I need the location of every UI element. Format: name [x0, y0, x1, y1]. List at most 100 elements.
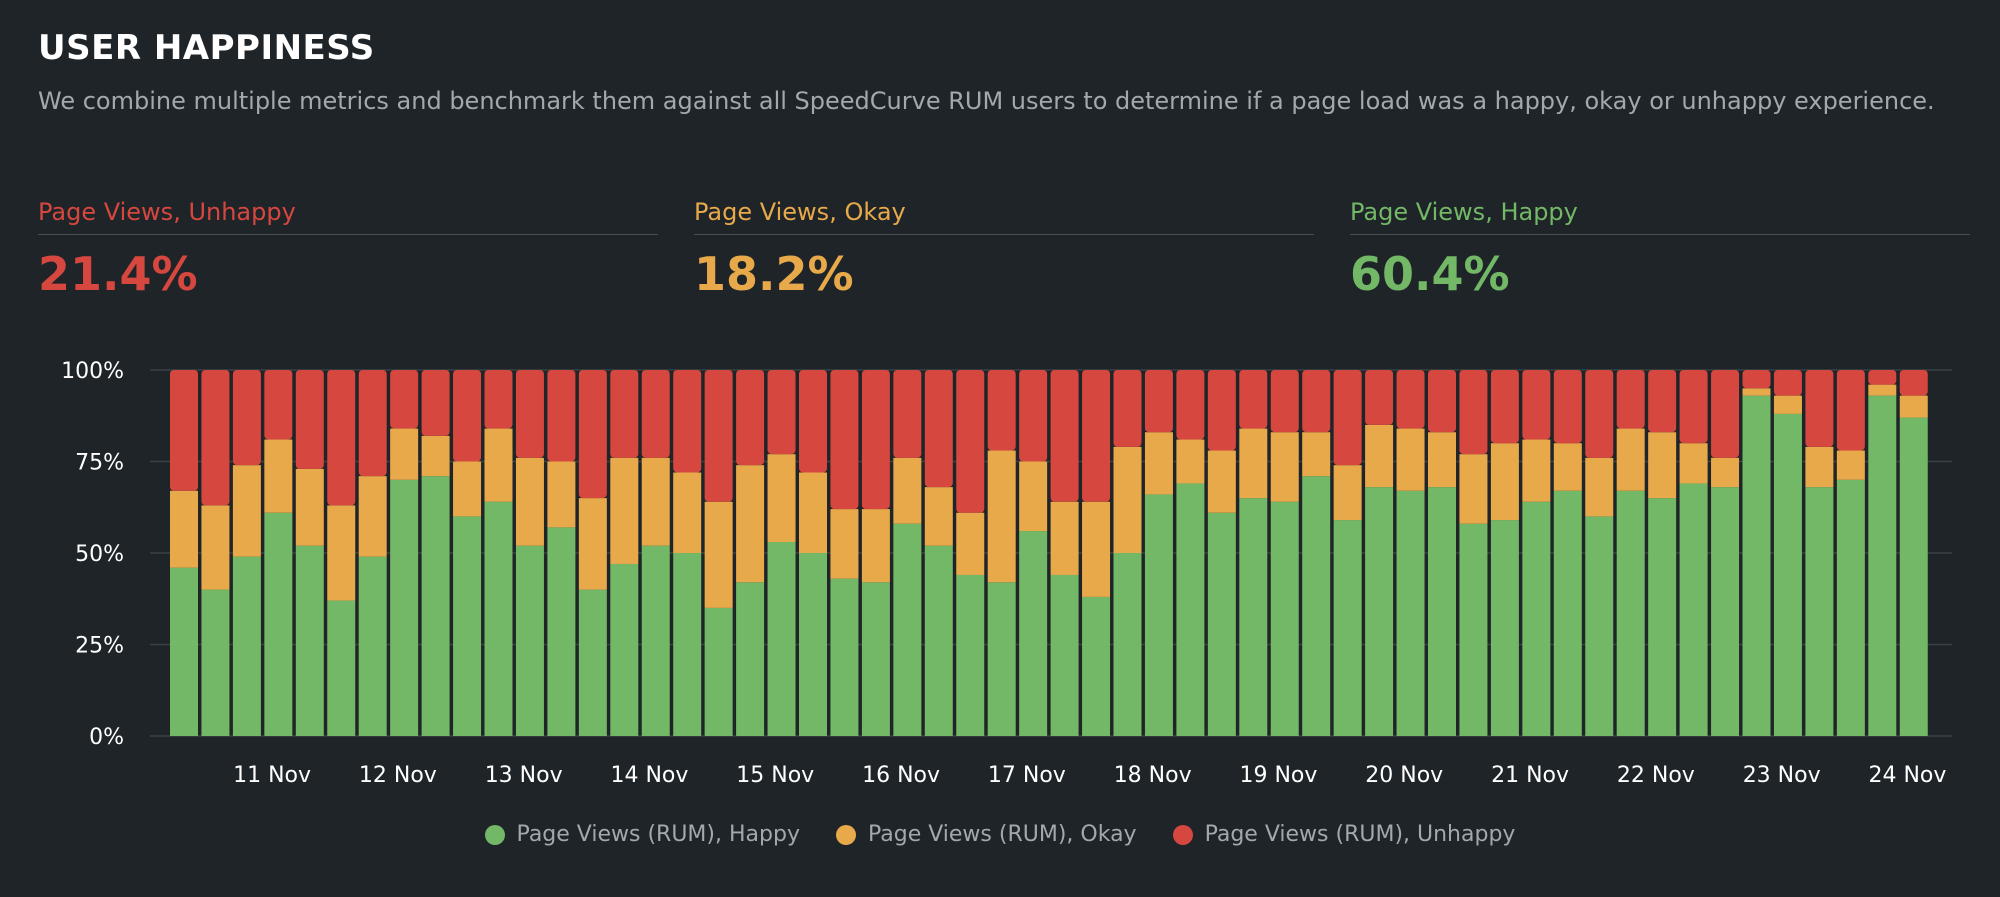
- bar-okay[interactable]: [358, 476, 387, 557]
- bar-happy[interactable]: [1459, 523, 1488, 736]
- bar-okay[interactable]: [1019, 461, 1048, 532]
- bar-unhappy[interactable]: [610, 370, 639, 458]
- bar-happy[interactable]: [704, 607, 733, 736]
- bar-okay[interactable]: [1836, 450, 1865, 480]
- bar-okay[interactable]: [578, 498, 607, 590]
- bar-okay[interactable]: [232, 465, 261, 557]
- bar-unhappy[interactable]: [1836, 370, 1865, 451]
- legend-item-unhappy[interactable]: Page Views (RUM), Unhappy: [1172, 822, 1515, 847]
- bar-happy[interactable]: [1365, 487, 1394, 736]
- bar-happy[interactable]: [1585, 516, 1614, 736]
- bar-okay[interactable]: [1868, 384, 1897, 396]
- bar-unhappy[interactable]: [1082, 370, 1111, 502]
- bar-unhappy[interactable]: [421, 370, 450, 436]
- bar-happy[interactable]: [390, 479, 419, 736]
- bar-okay[interactable]: [170, 490, 198, 568]
- bar-unhappy[interactable]: [1428, 370, 1456, 433]
- bar-okay[interactable]: [1396, 428, 1425, 491]
- bar-okay[interactable]: [1616, 428, 1645, 491]
- bar-okay[interactable]: [1302, 432, 1331, 477]
- bar-okay[interactable]: [484, 428, 513, 502]
- bar-okay[interactable]: [547, 461, 576, 528]
- bar-happy[interactable]: [358, 556, 387, 736]
- bar-unhappy[interactable]: [390, 370, 419, 429]
- bar-happy[interactable]: [1176, 483, 1205, 736]
- bar-happy[interactable]: [830, 578, 859, 736]
- bar-okay[interactable]: [924, 487, 953, 546]
- bar-okay[interactable]: [327, 505, 356, 601]
- bar-okay[interactable]: [641, 457, 670, 546]
- bar-happy[interactable]: [1648, 498, 1677, 736]
- bar-okay[interactable]: [421, 435, 450, 477]
- bar-happy[interactable]: [1553, 490, 1582, 736]
- bar-unhappy[interactable]: [232, 370, 261, 466]
- legend-item-okay[interactable]: Page Views (RUM), Okay: [835, 822, 1137, 847]
- bar-unhappy[interactable]: [1270, 370, 1299, 433]
- bar-happy[interactable]: [641, 545, 670, 736]
- bar-unhappy[interactable]: [264, 370, 293, 440]
- bar-unhappy[interactable]: [1176, 370, 1205, 440]
- bar-unhappy[interactable]: [1899, 370, 1928, 396]
- bar-okay[interactable]: [610, 457, 639, 564]
- bar-okay[interactable]: [673, 472, 702, 553]
- bar-unhappy[interactable]: [1333, 370, 1362, 466]
- bar-unhappy[interactable]: [987, 370, 1016, 451]
- bar-happy[interactable]: [1805, 487, 1834, 736]
- bar-okay[interactable]: [1679, 443, 1708, 484]
- bar-happy[interactable]: [1836, 479, 1865, 736]
- bar-happy[interactable]: [1239, 498, 1268, 736]
- bar-unhappy[interactable]: [893, 370, 922, 458]
- bar-happy[interactable]: [924, 545, 953, 736]
- bar-unhappy[interactable]: [547, 370, 576, 462]
- bar-happy[interactable]: [1207, 512, 1236, 736]
- bar-okay[interactable]: [1270, 432, 1299, 502]
- bar-okay[interactable]: [264, 439, 293, 513]
- bar-okay[interactable]: [956, 512, 985, 575]
- bar-unhappy[interactable]: [1113, 370, 1142, 447]
- bar-unhappy[interactable]: [1773, 370, 1802, 396]
- bar-happy[interactable]: [1082, 596, 1111, 736]
- bar-unhappy[interactable]: [1144, 370, 1173, 433]
- bar-okay[interactable]: [1648, 432, 1677, 499]
- bar-happy[interactable]: [1396, 490, 1425, 736]
- bar-unhappy[interactable]: [1459, 370, 1488, 455]
- bar-okay[interactable]: [1050, 501, 1079, 575]
- bar-happy[interactable]: [547, 527, 576, 736]
- bar-unhappy[interactable]: [295, 370, 324, 469]
- bar-okay[interactable]: [295, 468, 324, 546]
- bar-okay[interactable]: [1365, 424, 1394, 488]
- bar-unhappy[interactable]: [767, 370, 796, 455]
- bar-unhappy[interactable]: [1742, 370, 1771, 389]
- bar-unhappy[interactable]: [1711, 370, 1740, 458]
- bar-happy[interactable]: [1019, 531, 1048, 736]
- bar-happy[interactable]: [1302, 476, 1331, 736]
- bar-happy[interactable]: [1333, 520, 1362, 736]
- bar-happy[interactable]: [264, 512, 293, 736]
- bar-happy[interactable]: [610, 563, 639, 736]
- bar-unhappy[interactable]: [736, 370, 765, 466]
- bar-happy[interactable]: [673, 553, 702, 736]
- bar-happy[interactable]: [1868, 395, 1897, 736]
- bar-unhappy[interactable]: [799, 370, 827, 473]
- bar-happy[interactable]: [1522, 501, 1551, 736]
- bar-okay[interactable]: [1428, 432, 1456, 488]
- bar-unhappy[interactable]: [1616, 370, 1645, 429]
- bar-happy[interactable]: [201, 589, 230, 736]
- bar-happy[interactable]: [232, 556, 261, 736]
- bar-happy[interactable]: [956, 574, 985, 736]
- bar-happy[interactable]: [1428, 487, 1456, 736]
- bar-happy[interactable]: [578, 589, 607, 736]
- bar-happy[interactable]: [1050, 574, 1079, 736]
- bar-okay[interactable]: [453, 461, 482, 517]
- bar-unhappy[interactable]: [1585, 370, 1614, 458]
- bar-unhappy[interactable]: [578, 370, 607, 499]
- bar-unhappy[interactable]: [515, 370, 544, 458]
- bar-okay[interactable]: [1176, 439, 1205, 484]
- bar-okay[interactable]: [704, 501, 733, 608]
- bar-okay[interactable]: [893, 457, 922, 524]
- bar-unhappy[interactable]: [1553, 370, 1582, 444]
- bar-happy[interactable]: [515, 545, 544, 736]
- bar-happy[interactable]: [1144, 494, 1173, 736]
- bar-unhappy[interactable]: [358, 370, 387, 477]
- bar-unhappy[interactable]: [1805, 370, 1834, 447]
